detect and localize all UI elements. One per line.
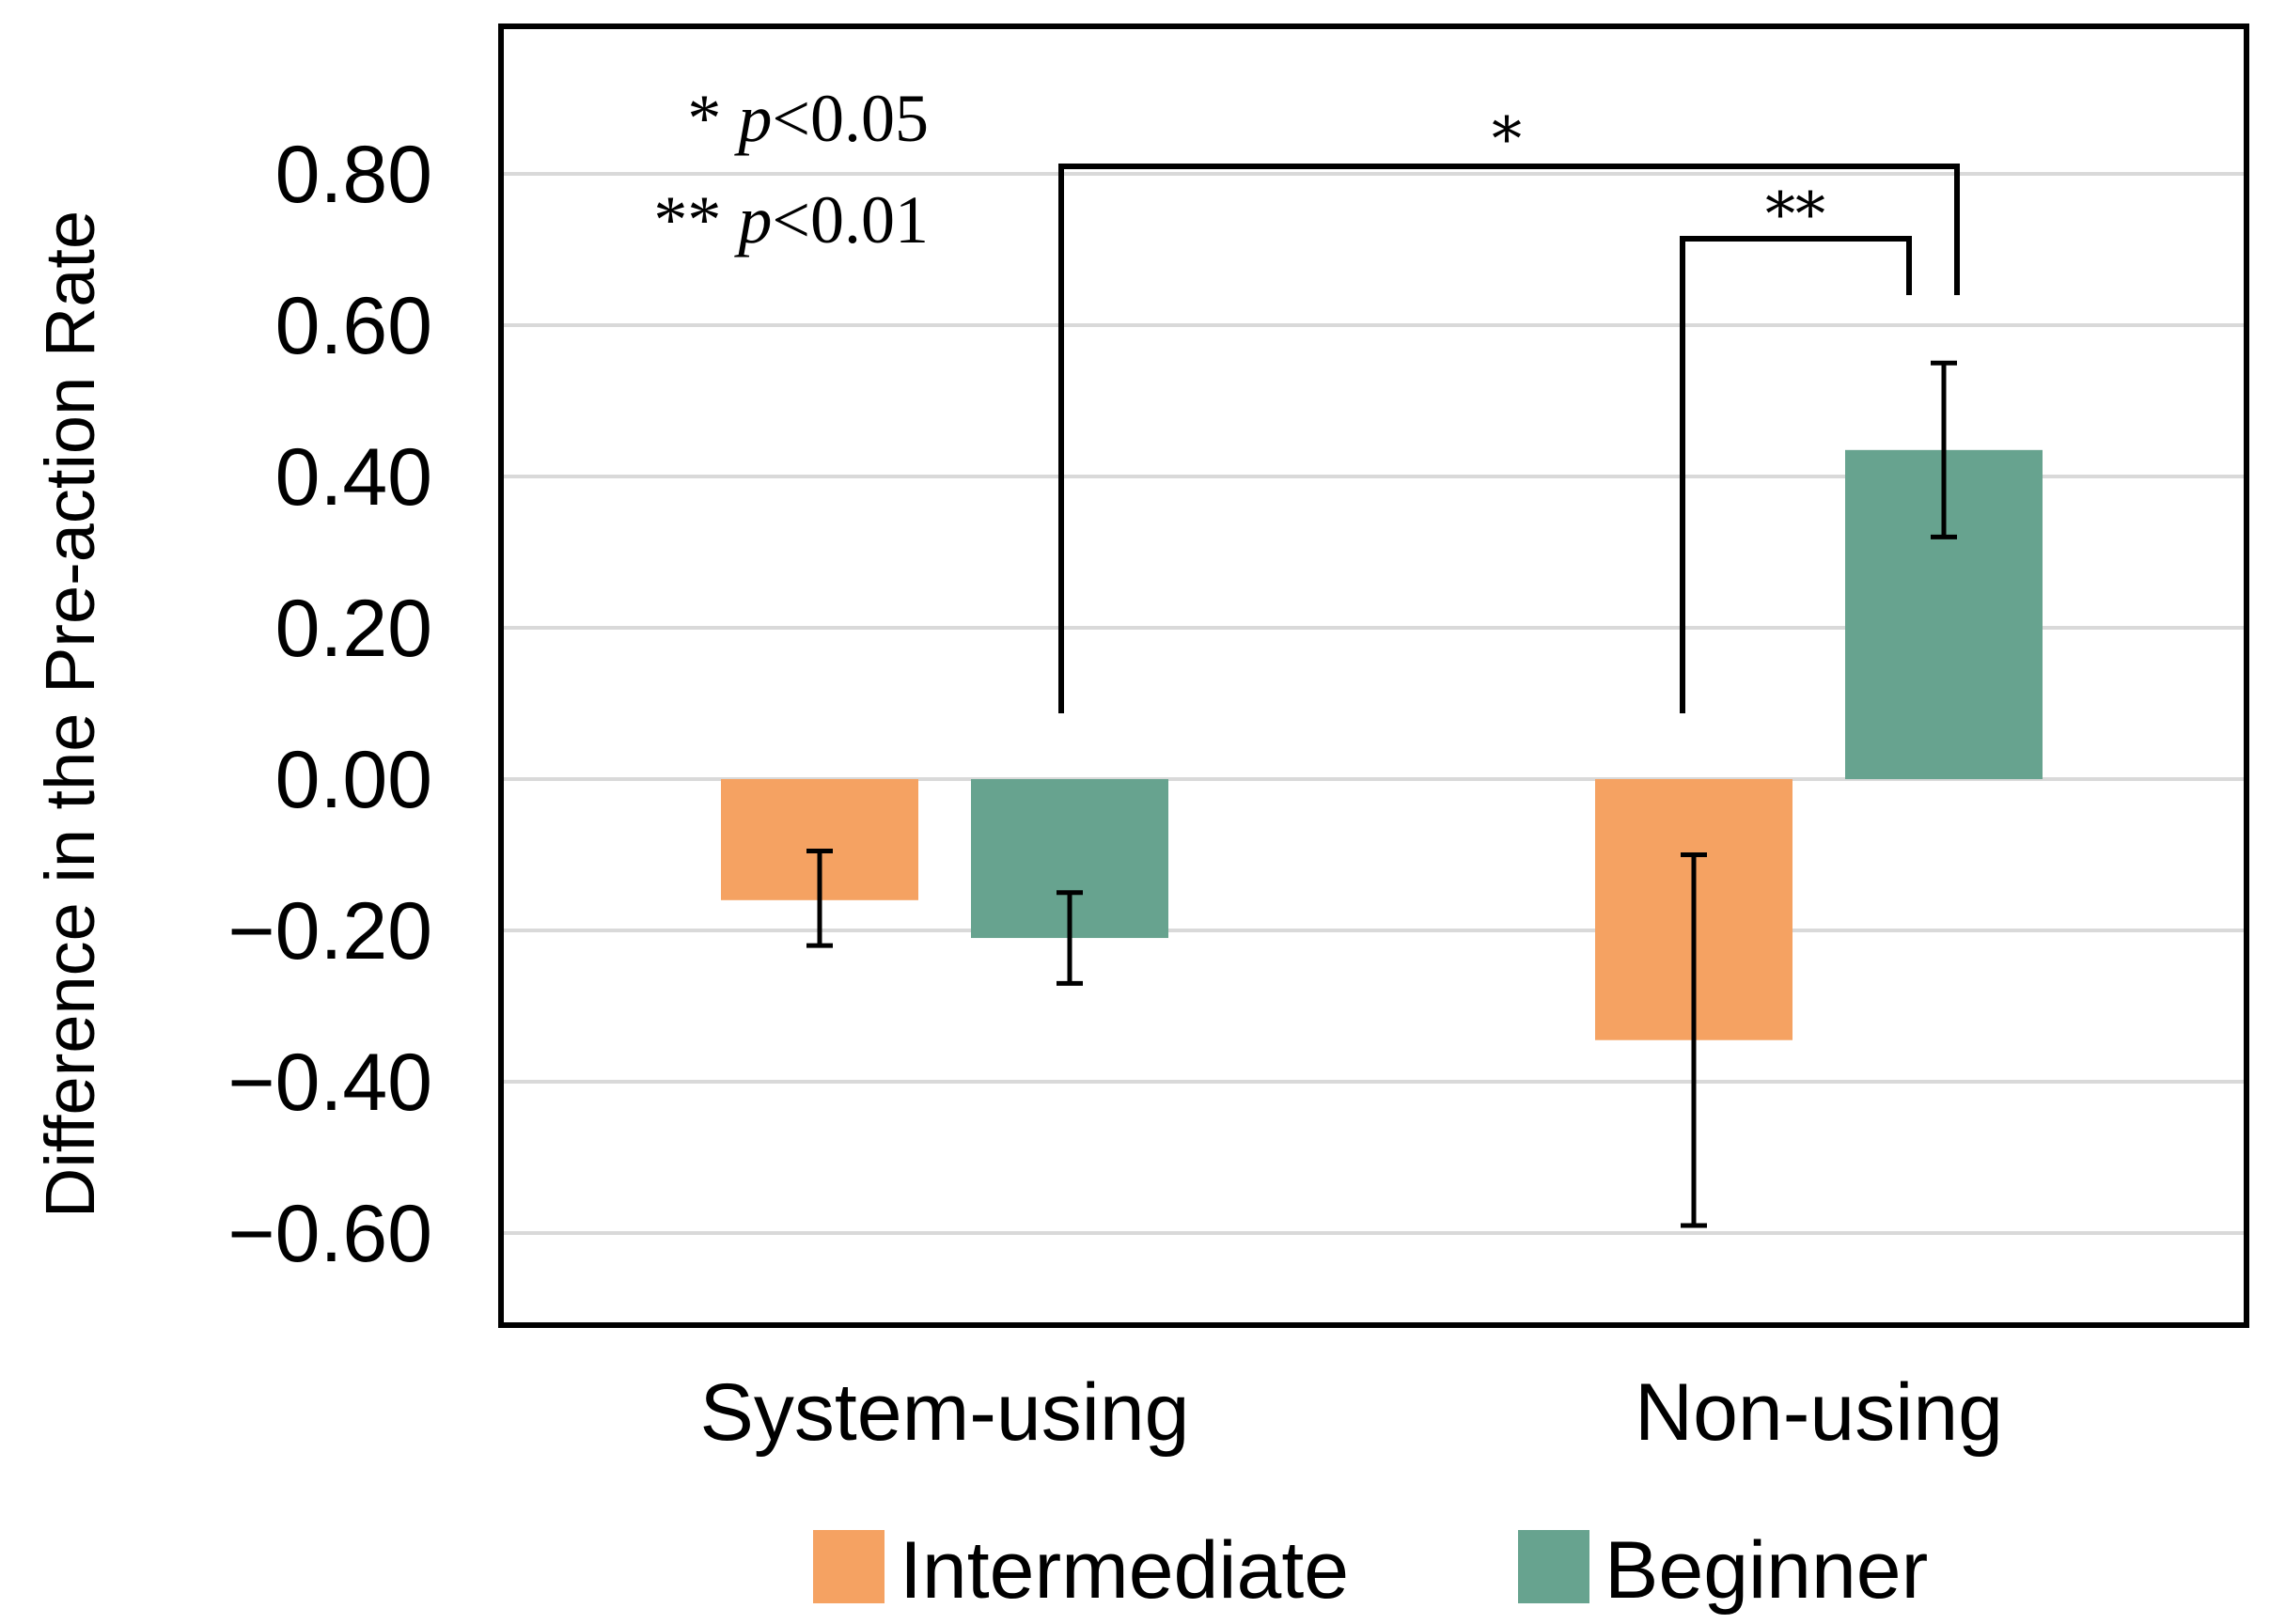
y-tick-labels: 0.80 0.60 0.40 0.20 0.00 −0.20 −0.40 −0.60: [227, 130, 432, 1279]
x-category-label-system-using: System-using: [700, 1367, 1190, 1458]
note-threshold: <0.01: [772, 182, 929, 258]
note-p-symbol: p: [733, 81, 772, 156]
note-marker: *: [687, 81, 738, 156]
y-tick-label: −0.60: [227, 1189, 432, 1279]
legend-swatch-beginner: [1518, 1530, 1589, 1603]
significance-label-double-star: **: [1765, 180, 1825, 250]
significance-bracket-star: *: [1058, 105, 1960, 713]
y-axis-label: Difference in the Pre-action Rate: [31, 211, 109, 1218]
significance-note: ** p<0.01: [653, 182, 929, 258]
legend-label-intermediate: Intermediate: [900, 1525, 1349, 1616]
y-tick-label: −0.40: [227, 1038, 432, 1128]
y-tick-label: 0.20: [275, 584, 432, 674]
legend-item-beginner: Beginner: [1518, 1525, 1928, 1616]
error-bar-system-using-beginner: [1057, 890, 1083, 986]
plot-frame: [498, 23, 2249, 1328]
significance-label-star: *: [1492, 105, 1522, 175]
significance-bracket-double-star: **: [1680, 180, 1912, 713]
note-marker: **: [653, 182, 738, 258]
legend-item-intermediate: Intermediate: [813, 1525, 1349, 1616]
y-tick-label: 0.40: [275, 432, 432, 523]
y-tick-label: 0.80: [275, 130, 432, 220]
bracket-line: [1680, 236, 1912, 713]
error-bar-non-using-beginner: [1931, 360, 1957, 539]
y-tick-label: −0.20: [227, 886, 432, 976]
note-p-symbol: p: [733, 182, 772, 258]
significance-note: * p<0.05: [687, 81, 929, 156]
error-bar-non-using-intermediate: [1681, 852, 1707, 1228]
y-tick-label: 0.60: [275, 281, 432, 371]
legend-swatch-intermediate: [813, 1530, 885, 1603]
bracket-line: [1058, 164, 1960, 713]
x-category-label-non-using: Non-using: [1635, 1367, 2003, 1458]
legend: Intermediate Beginner: [813, 1525, 1928, 1616]
significance-brackets: ***: [1058, 105, 1960, 713]
significance-notes: * p<0.05 ** p<0.01: [653, 81, 929, 258]
error-bar-system-using-intermediate: [806, 848, 833, 948]
legend-label-beginner: Beginner: [1605, 1525, 1928, 1616]
bars: [721, 449, 2043, 1040]
y-tick-label: 0.00: [275, 735, 432, 825]
note-threshold: <0.05: [772, 81, 929, 156]
error-bars: [806, 360, 1957, 1228]
x-category-labels: System-using Non-using: [700, 1367, 2003, 1458]
